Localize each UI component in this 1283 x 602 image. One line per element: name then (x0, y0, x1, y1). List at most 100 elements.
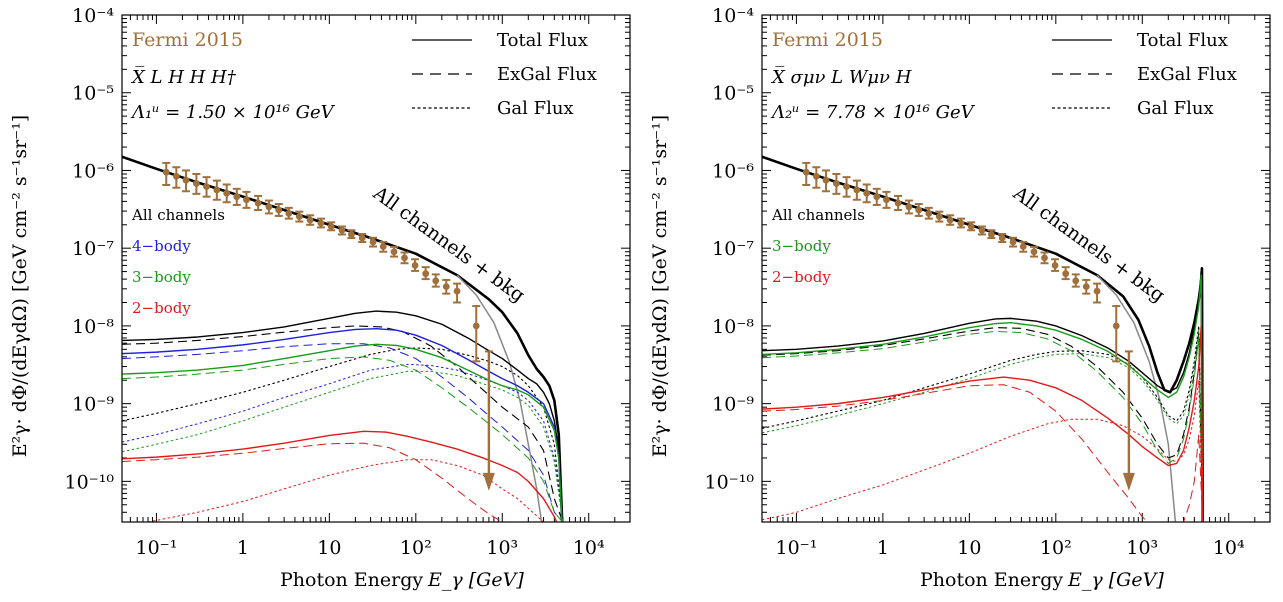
data-point (265, 203, 273, 211)
x-tick-label: 10⁴ (573, 537, 605, 559)
right-panel: 10⁻¹ 1 10 10² 10³ 10⁴ 10⁻¹⁰ 10⁻⁹ 10⁻⁸ 10⁻⁷ 10⁻⁶ 10⁻… (649, 5, 1271, 591)
data-point (1041, 254, 1048, 262)
series-line-4-body-exgal (122, 343, 564, 522)
data-point (422, 270, 430, 278)
series-line-all-channels-exgal (762, 327, 1204, 522)
fermi-label: Fermi 2015 (772, 29, 883, 51)
channel-label: 2−body (772, 268, 831, 286)
series-line-all-channels-gal (122, 347, 564, 522)
y-tick-label: 10⁻⁴ (72, 5, 114, 27)
y-tick-label: 10⁻⁶ (72, 160, 114, 182)
channel-label: All channels (771, 206, 865, 224)
data-point (182, 176, 190, 184)
y-axis-label: E²γ· dΦ/(dEγdΩ) [GeV cm⁻² s⁻¹sr⁻¹] (9, 115, 31, 457)
series-line-all-channels (122, 310, 563, 522)
data-point (390, 248, 398, 256)
data-point (453, 287, 461, 295)
channel-label: 3−body (772, 237, 831, 255)
data-point (988, 231, 995, 238)
fermi-label: Fermi 2015 (132, 29, 243, 51)
data-point (285, 210, 293, 217)
data-point (1051, 262, 1059, 269)
data-point (213, 186, 221, 194)
data-point (472, 322, 480, 330)
data-point (203, 183, 210, 190)
series-line-3-body-gal (762, 328, 1204, 522)
series-line-3-body (122, 343, 563, 522)
y-axis-label: E²γ· dΦ/(dEγdΩ) [GeV cm⁻² s⁻¹sr⁻¹] (649, 115, 671, 457)
data-point (1062, 270, 1070, 278)
data-point (812, 172, 820, 180)
data-point (243, 196, 250, 204)
y-tick-label: 10⁻⁵ (72, 83, 114, 105)
data-point (254, 199, 262, 207)
data-point (327, 223, 335, 230)
data-point (432, 277, 440, 285)
data-point (967, 223, 975, 230)
series-line-2-body (122, 430, 558, 522)
y-tick-label: 10⁻⁸ (72, 316, 114, 338)
plot-frame (121, 14, 631, 523)
lambda-label: Λ₁ᵘ = 1.50 × 10¹⁶ GeV (130, 102, 336, 123)
data-point (978, 226, 986, 234)
y-tick-label: 10⁻⁹ (72, 394, 114, 416)
series-line-2-body-gal (762, 379, 1204, 522)
data-point (883, 196, 890, 204)
data-point (1093, 287, 1101, 295)
x-tick-label: 10 (317, 537, 341, 559)
series-line-all-channels-gal (762, 325, 1204, 522)
data-point (843, 183, 850, 190)
series-line-2-body-exgal (762, 384, 1204, 522)
data-point (223, 189, 231, 197)
series-line-2-body-exgal (122, 442, 504, 522)
data-point (162, 168, 170, 176)
series-line-all-channels-bkg (122, 155, 564, 522)
data-point (822, 176, 830, 184)
x-axis-label: Photon Energy (920, 569, 1063, 591)
data-point (915, 206, 923, 214)
series-line-2-body (762, 325, 1204, 522)
legend-label: Gal Flux (497, 98, 574, 119)
left-panel: 10⁻¹ 1 10 10² 10³ 10⁴ 10⁻¹⁰ 10⁻⁹ 10⁻⁸ 10⁻⁷ 10⁻⁶ 10⁻… (9, 5, 631, 591)
data-point (1019, 243, 1027, 250)
data-point (1082, 283, 1090, 291)
data-point (1072, 277, 1080, 285)
data-point (233, 193, 241, 201)
data-point (379, 243, 387, 250)
data-point (401, 254, 408, 262)
x-tick-label: 10² (1040, 537, 1072, 559)
x-tick-label: 10 (957, 537, 981, 559)
series-line-3-body-gal (122, 370, 564, 522)
legend-label: ExGal Flux (1137, 64, 1237, 85)
x-tick-label: 1 (237, 537, 249, 559)
data-point (338, 226, 346, 234)
data-point (894, 199, 902, 207)
model-label: X̅ L H H H† (130, 66, 237, 88)
data-point (358, 234, 366, 242)
data-point (295, 213, 303, 220)
channel-label: 4−body (132, 237, 191, 255)
y-tick-label: 10⁻⁹ (712, 394, 754, 416)
data-point (348, 231, 355, 238)
x-tick-label: 10² (400, 537, 432, 559)
data-point (1112, 322, 1120, 330)
channel-label: 2−body (132, 299, 191, 317)
lambda-label: Λ₂ᵘ = 7.78 × 10¹⁶ GeV (770, 102, 976, 123)
x-tick-label: 10³ (1126, 537, 1158, 559)
data-point (192, 180, 200, 187)
data-point (863, 189, 871, 197)
series-line-fermi-fit (456, 274, 543, 522)
series-line-fermi-fit (1096, 274, 1177, 522)
data-point (369, 238, 377, 246)
x-axis-symbol: E_γ [GeV] (427, 569, 524, 591)
fermi-data (162, 161, 481, 363)
x-tick-label: 10⁻¹ (775, 537, 817, 559)
data-point (1030, 248, 1038, 256)
y-tick-label: 10⁻⁸ (712, 316, 754, 338)
curves (122, 155, 564, 522)
channel-label: All channels (131, 206, 225, 224)
legend-label: Total Flux (497, 30, 588, 51)
upper-limit-arrowhead (482, 472, 495, 491)
plot-frame (761, 14, 1271, 523)
